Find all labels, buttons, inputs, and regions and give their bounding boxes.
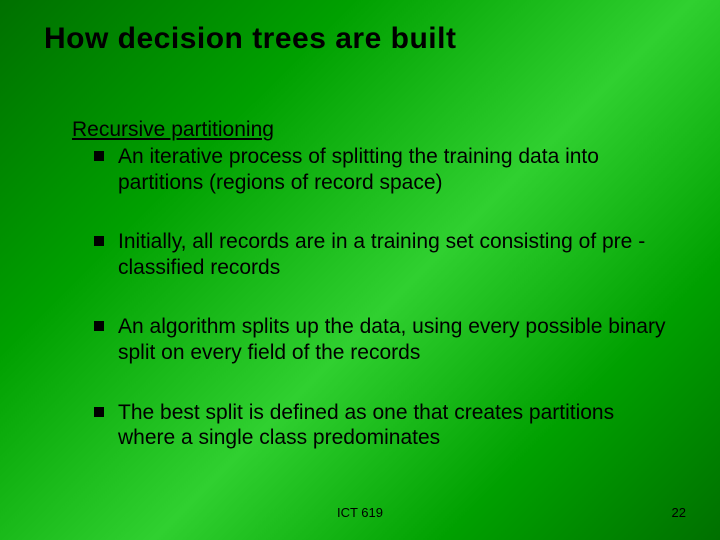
- bullet-item: The best split is defined as one that cr…: [94, 400, 672, 451]
- square-bullet-icon: [94, 151, 104, 161]
- bullet-item: An algorithm splits up the data, using e…: [94, 314, 672, 365]
- subtitle: Recursive partitioning: [72, 118, 672, 142]
- slide-number: 22: [672, 505, 686, 520]
- bullet-text: Initially, all records are in a training…: [118, 229, 672, 280]
- bullet-item: An iterative process of splitting the tr…: [94, 144, 672, 195]
- slide: How decision trees are built Recursive p…: [0, 0, 720, 540]
- bullet-text: The best split is defined as one that cr…: [118, 400, 672, 451]
- square-bullet-icon: [94, 407, 104, 417]
- square-bullet-icon: [94, 321, 104, 331]
- bullet-text: An algorithm splits up the data, using e…: [118, 314, 672, 365]
- bullet-text: An iterative process of splitting the tr…: [118, 144, 672, 195]
- slide-title: How decision trees are built: [44, 22, 456, 56]
- square-bullet-icon: [94, 236, 104, 246]
- footer-center: ICT 619: [0, 505, 720, 520]
- bullet-item: Initially, all records are in a training…: [94, 229, 672, 280]
- slide-body: Recursive partitioning An iterative proc…: [72, 118, 672, 451]
